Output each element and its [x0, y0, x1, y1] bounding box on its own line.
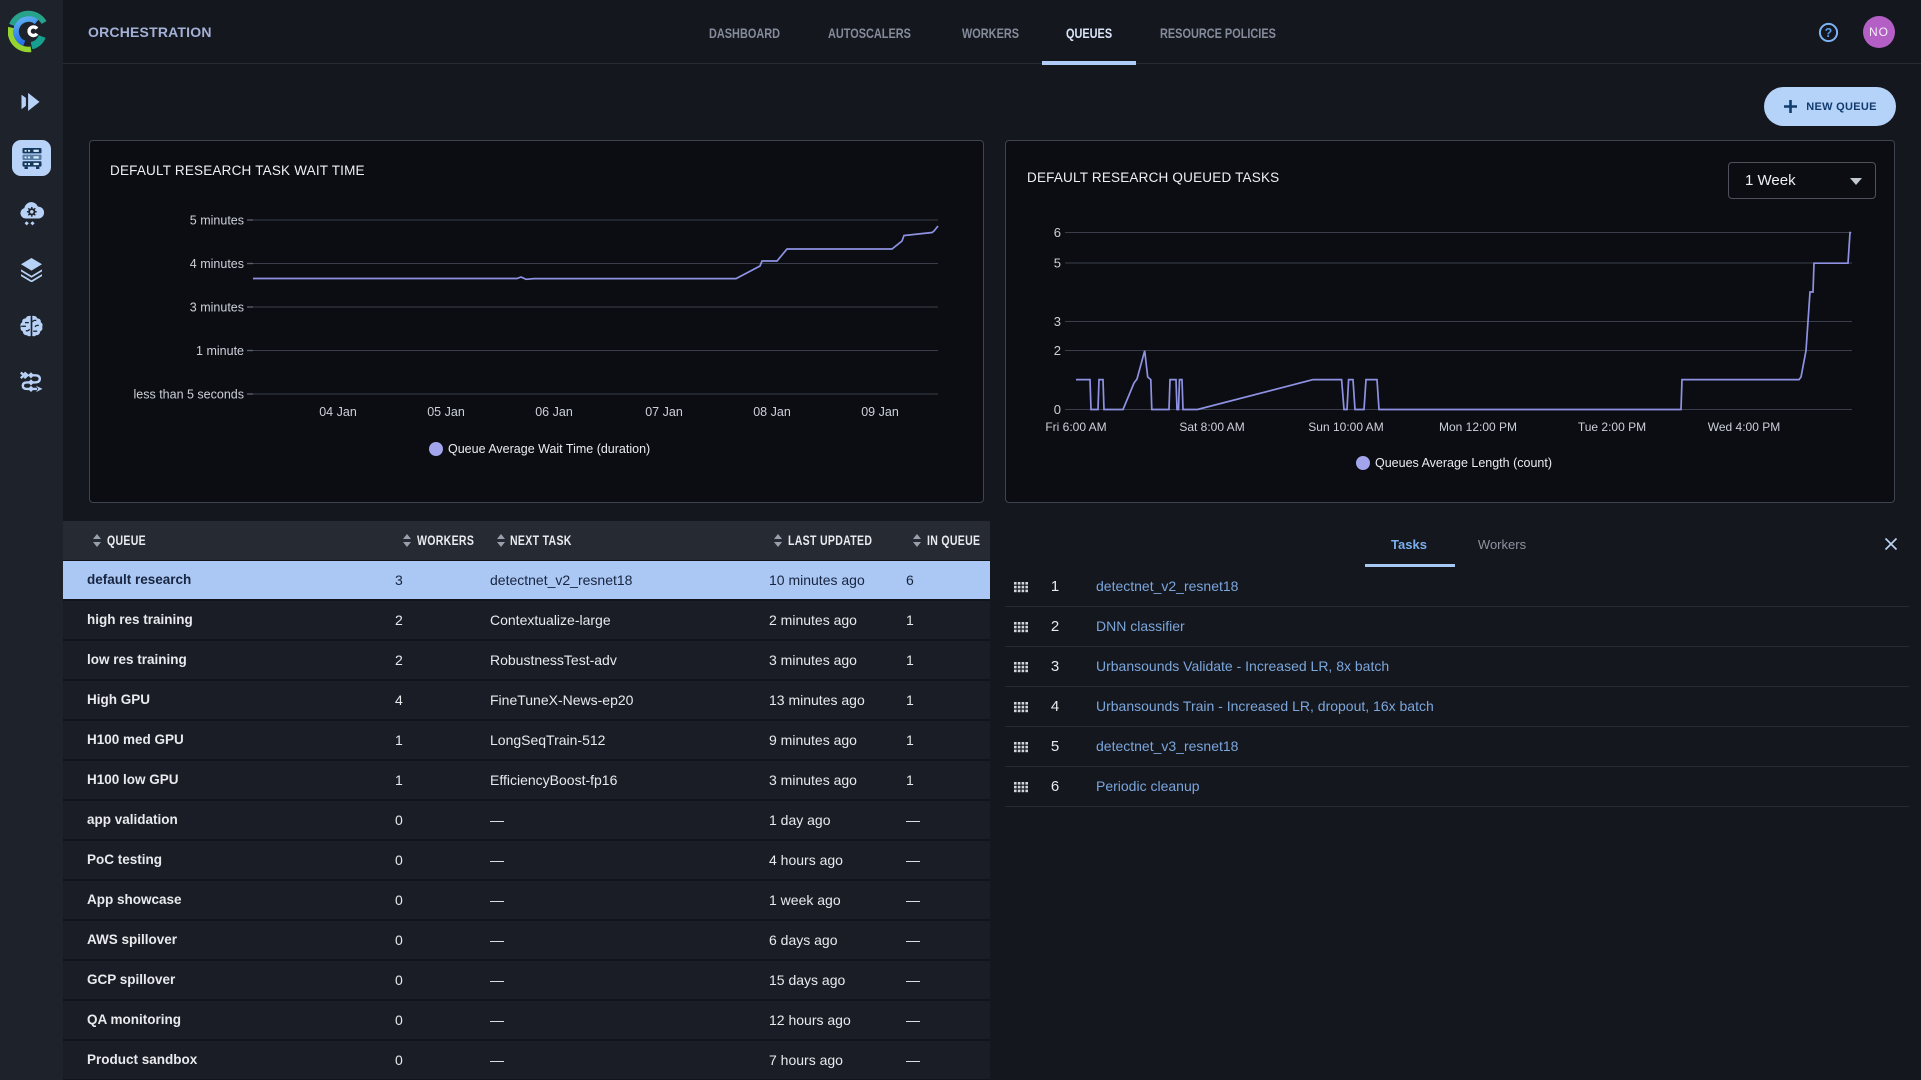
svg-text:6: 6: [1054, 225, 1061, 240]
svg-text:Tue 2:00 PM: Tue 2:00 PM: [1578, 420, 1646, 434]
svg-text:4 minutes: 4 minutes: [190, 257, 244, 271]
svg-text:5: 5: [1054, 256, 1061, 271]
svg-text:?: ?: [1825, 26, 1833, 40]
svg-text:3: 3: [1054, 314, 1061, 329]
svg-text:07 Jan: 07 Jan: [645, 405, 683, 419]
svg-text:5 minutes: 5 minutes: [190, 214, 244, 228]
svg-text:Wed 4:00 PM: Wed 4:00 PM: [1708, 420, 1780, 434]
svg-text:3 minutes: 3 minutes: [190, 301, 244, 315]
svg-text:Sat 8:00 AM: Sat 8:00 AM: [1179, 420, 1244, 434]
svg-text:less than 5 seconds: less than 5 seconds: [134, 388, 245, 402]
svg-text:Mon 12:00 PM: Mon 12:00 PM: [1439, 420, 1517, 434]
svg-text:Sun 10:00 AM: Sun 10:00 AM: [1308, 420, 1383, 434]
svg-text:2: 2: [1054, 343, 1061, 358]
svg-text:06 Jan: 06 Jan: [535, 405, 573, 419]
svg-text:Fri 6:00 AM: Fri 6:00 AM: [1045, 420, 1106, 434]
svg-text:09 Jan: 09 Jan: [861, 405, 899, 419]
svg-text:04 Jan: 04 Jan: [319, 405, 357, 419]
svg-text:05 Jan: 05 Jan: [427, 405, 465, 419]
svg-text:1 minute: 1 minute: [196, 344, 244, 358]
svg-text:0: 0: [1054, 402, 1061, 417]
svg-text:08 Jan: 08 Jan: [753, 405, 791, 419]
